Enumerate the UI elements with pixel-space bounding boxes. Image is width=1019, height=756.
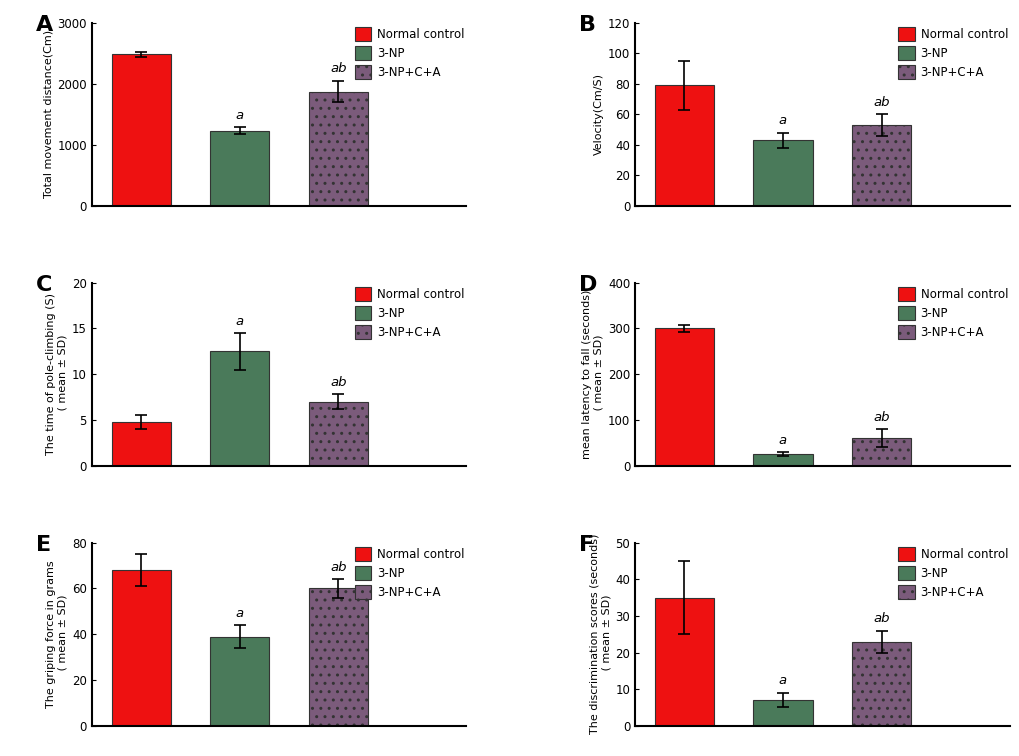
Text: a: a <box>235 606 244 620</box>
Bar <box>654 597 713 726</box>
Text: A: A <box>36 15 53 36</box>
Legend: Normal control, 3-NP, 3-NP+C+A: Normal control, 3-NP, 3-NP+C+A <box>353 25 467 82</box>
Text: C: C <box>36 275 52 296</box>
Bar <box>851 438 910 466</box>
Bar <box>210 131 269 206</box>
Text: ab: ab <box>872 96 889 109</box>
Text: a: a <box>235 314 244 327</box>
Bar <box>309 588 368 726</box>
Text: ab: ab <box>872 411 889 423</box>
Text: ab: ab <box>330 63 346 76</box>
Text: E: E <box>36 535 51 556</box>
Text: F: F <box>579 535 593 556</box>
Bar <box>309 401 368 466</box>
Bar <box>753 140 812 206</box>
Text: a: a <box>779 674 787 687</box>
Legend: Normal control, 3-NP, 3-NP+C+A: Normal control, 3-NP, 3-NP+C+A <box>353 285 467 342</box>
Bar <box>753 454 812 466</box>
Bar <box>654 85 713 206</box>
Bar <box>210 637 269 726</box>
Bar <box>210 352 269 466</box>
Legend: Normal control, 3-NP, 3-NP+C+A: Normal control, 3-NP, 3-NP+C+A <box>895 285 1010 342</box>
Text: a: a <box>235 109 244 122</box>
Y-axis label: The discrimination scores (seconds)
 ( mean ± SD): The discrimination scores (seconds) ( me… <box>589 534 610 734</box>
Text: ab: ab <box>330 561 346 574</box>
Legend: Normal control, 3-NP, 3-NP+C+A: Normal control, 3-NP, 3-NP+C+A <box>895 25 1010 82</box>
Legend: Normal control, 3-NP, 3-NP+C+A: Normal control, 3-NP, 3-NP+C+A <box>353 545 467 602</box>
Text: D: D <box>579 275 597 296</box>
Legend: Normal control, 3-NP, 3-NP+C+A: Normal control, 3-NP, 3-NP+C+A <box>895 545 1010 602</box>
Bar <box>309 91 368 206</box>
Bar <box>654 328 713 466</box>
Bar <box>111 54 170 206</box>
Text: B: B <box>579 15 595 36</box>
Bar <box>851 642 910 726</box>
Y-axis label: Velocity(Cm/S): Velocity(Cm/S) <box>593 73 603 155</box>
Y-axis label: Total movement distance(Cm): Total movement distance(Cm) <box>43 30 53 198</box>
Y-axis label: The time of pole-climbing (S)
 ( mean ± SD): The time of pole-climbing (S) ( mean ± S… <box>46 293 68 455</box>
Text: ab: ab <box>872 612 889 625</box>
Bar <box>111 570 170 726</box>
Bar <box>851 125 910 206</box>
Y-axis label: The griping force in grams
 ( mean ± SD): The griping force in grams ( mean ± SD) <box>46 560 68 708</box>
Bar <box>111 422 170 466</box>
Text: a: a <box>779 114 787 127</box>
Bar <box>753 700 812 726</box>
Text: a: a <box>779 434 787 447</box>
Text: ab: ab <box>330 376 346 389</box>
Y-axis label: mean latency to fall (seconds)
 ( mean ± SD): mean latency to fall (seconds) ( mean ± … <box>582 290 603 459</box>
